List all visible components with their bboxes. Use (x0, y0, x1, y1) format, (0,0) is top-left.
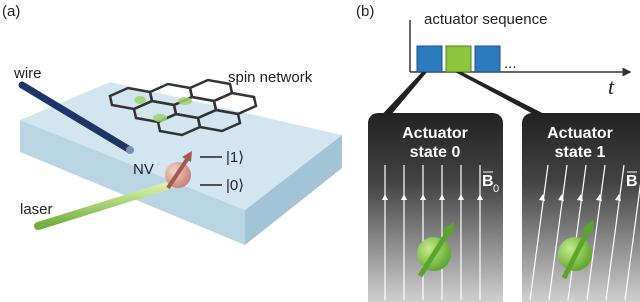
figure: (a) spin network wire laser NV |1⟩ |0⟩ (0, 0, 640, 302)
laser-label: laser (20, 201, 53, 218)
pulse (446, 46, 471, 72)
panel-a: (a) spin network wire laser NV |1⟩ |0⟩ (2, 3, 342, 245)
sequence-title: actuator sequence (424, 11, 547, 28)
time-label: t (608, 74, 615, 99)
pulse (475, 46, 500, 72)
panel-b: (b) actuator sequence ... t Actuator sta… (356, 3, 640, 302)
ellipsis: ... (504, 55, 517, 72)
state-title: state 0 (410, 144, 461, 161)
panel-label: (b) (356, 3, 374, 20)
state-title: Actuator (547, 125, 613, 142)
field-label: B (482, 173, 494, 190)
wire-end (126, 146, 134, 154)
wire-label: wire (13, 65, 42, 82)
page: (a) spin network wire laser NV |1⟩ |0⟩ (0, 0, 640, 302)
state-title: state 1 (555, 144, 606, 161)
level-label: |0⟩ (226, 177, 244, 194)
field-label: B (626, 173, 638, 190)
pulse (417, 46, 442, 72)
state-title: Actuator (402, 125, 468, 142)
panel-label: (a) (2, 3, 20, 20)
level-label: |1⟩ (226, 149, 244, 166)
nv-label: NV (133, 161, 154, 178)
field-subscript: 0 (493, 183, 499, 195)
network-label: spin network (228, 69, 313, 86)
